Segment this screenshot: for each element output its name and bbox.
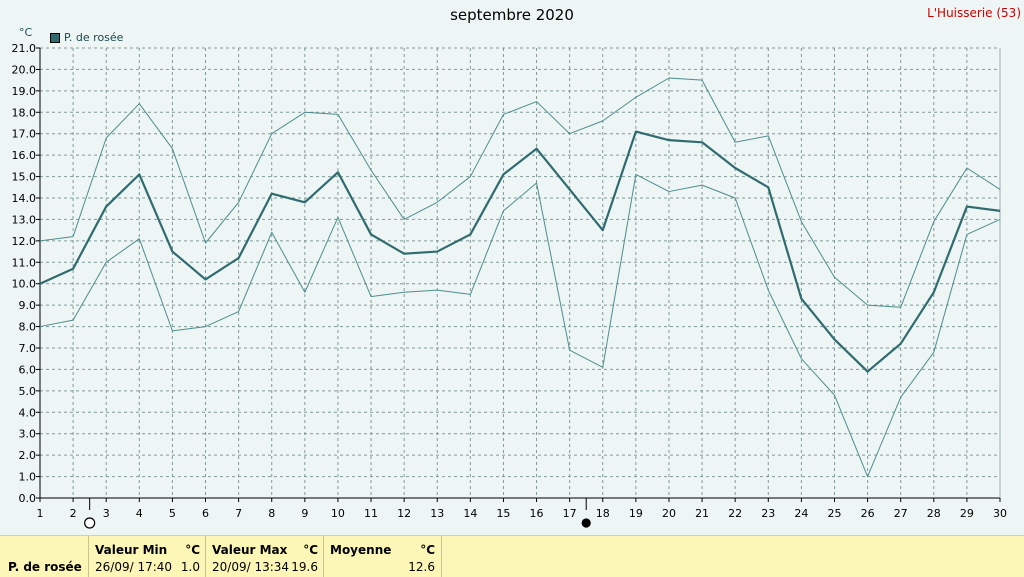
x-tick-label: 2 <box>70 507 77 520</box>
x-tick-label: 12 <box>397 507 411 520</box>
y-tick-label: 9.0 <box>19 299 37 312</box>
y-axis-unit: °C <box>19 26 33 39</box>
series-line-mean <box>39 130 1001 373</box>
x-tick-label: 21 <box>695 507 709 520</box>
x-tick-label: 27 <box>894 507 908 520</box>
y-tick-label: 20.0 <box>12 63 37 76</box>
y-tick-label: 10.0 <box>12 278 37 291</box>
legend-swatch <box>50 32 60 43</box>
stats-min-value: 1.0 <box>180 560 200 574</box>
x-tick-label: 26 <box>861 507 875 520</box>
x-tick-label: 28 <box>927 507 941 520</box>
x-tick-label: 4 <box>136 507 143 520</box>
x-tick-label: 3 <box>103 507 110 520</box>
x-tick-label: 7 <box>235 507 242 520</box>
legend-label: P. de rosée <box>64 31 124 44</box>
stats-param-label: P. de rosée <box>8 560 82 574</box>
x-tick-label: 1 <box>37 507 44 520</box>
y-tick-label: 18.0 <box>12 106 37 119</box>
x-tick-label: 20 <box>662 507 676 520</box>
stats-max-unit: °C <box>303 543 318 557</box>
x-tick-label: 11 <box>364 507 378 520</box>
y-tick-label: 21.0 <box>12 42 37 55</box>
y-tick-label: 4.0 <box>19 406 37 419</box>
y-tick-label: 3.0 <box>19 428 37 441</box>
y-tick-label: 16.0 <box>12 149 37 162</box>
y-tick-label: 5.0 <box>19 385 37 398</box>
chart-title: septembre 2020 <box>450 6 574 24</box>
stats-max-date: 20/09/ 13:34 <box>212 560 290 574</box>
x-tick-label: 30 <box>993 507 1007 520</box>
y-tick-label: 13.0 <box>12 213 37 226</box>
stats-avg-value: 12.6 <box>408 560 435 574</box>
x-tick-label: 9 <box>301 507 308 520</box>
stats-min-unit: °C <box>185 543 200 557</box>
y-tick-label: 6.0 <box>19 363 37 376</box>
series-line-max <box>39 77 1001 308</box>
y-tick-label: 8.0 <box>19 321 37 334</box>
x-tick-label: 19 <box>629 507 643 520</box>
y-tick-label: 7.0 <box>19 342 37 355</box>
x-tick-label: 25 <box>827 507 841 520</box>
stats-max-value: 19.6 <box>291 560 318 574</box>
stats-max-column: Valeur Max °C 20/09/ 13:34 19.6 <box>205 536 324 577</box>
series-line-min <box>39 173 1001 478</box>
legend: P. de rosée <box>50 31 123 44</box>
x-tick-label: 14 <box>463 507 477 520</box>
x-tick-label: 6 <box>202 507 209 520</box>
y-tick-label: 14.0 <box>12 192 37 205</box>
stats-panel: P. de rosée Valeur Min °C 26/09/ 17:40 1… <box>0 535 1024 577</box>
x-tick-label: 22 <box>728 507 742 520</box>
chart-plot: 0.01.02.03.04.05.06.07.08.09.010.011.012… <box>12 42 1007 529</box>
y-tick-label: 15.0 <box>12 171 37 184</box>
y-tick-label: 12.0 <box>12 235 37 248</box>
stats-min-date: 26/09/ 17:40 <box>95 560 173 574</box>
stats-avg-unit: °C <box>420 543 435 557</box>
x-tick-label: 13 <box>430 507 444 520</box>
full-moon-icon <box>84 517 96 529</box>
x-tick-label: 17 <box>563 507 577 520</box>
stats-avg-header: Moyenne <box>330 543 392 557</box>
station-name: L'Huisserie (53) <box>927 6 1021 20</box>
plot-area <box>40 48 1000 498</box>
x-tick-label: 16 <box>530 507 544 520</box>
x-tick-label: 23 <box>761 507 775 520</box>
x-tick-label: 10 <box>331 507 345 520</box>
x-tick-label: 24 <box>794 507 808 520</box>
stats-avg-column: Moyenne °C 12.6 <box>323 536 442 577</box>
stats-min-column: Valeur Min °C 26/09/ 17:40 1.0 <box>88 536 206 577</box>
x-tick-label: 18 <box>596 507 610 520</box>
new-moon-icon <box>581 518 591 528</box>
x-tick-label: 8 <box>268 507 275 520</box>
x-tick-label: 5 <box>169 507 176 520</box>
y-tick-label: 0.0 <box>19 492 37 505</box>
y-tick-label: 17.0 <box>12 128 37 141</box>
stats-min-header: Valeur Min <box>95 543 168 557</box>
y-tick-label: 1.0 <box>19 471 37 484</box>
x-tick-label: 29 <box>960 507 974 520</box>
y-tick-label: 19.0 <box>12 85 37 98</box>
x-tick-label: 15 <box>496 507 510 520</box>
stats-max-header: Valeur Max <box>212 543 288 557</box>
y-tick-label: 11.0 <box>12 256 37 269</box>
y-tick-label: 2.0 <box>19 449 37 462</box>
